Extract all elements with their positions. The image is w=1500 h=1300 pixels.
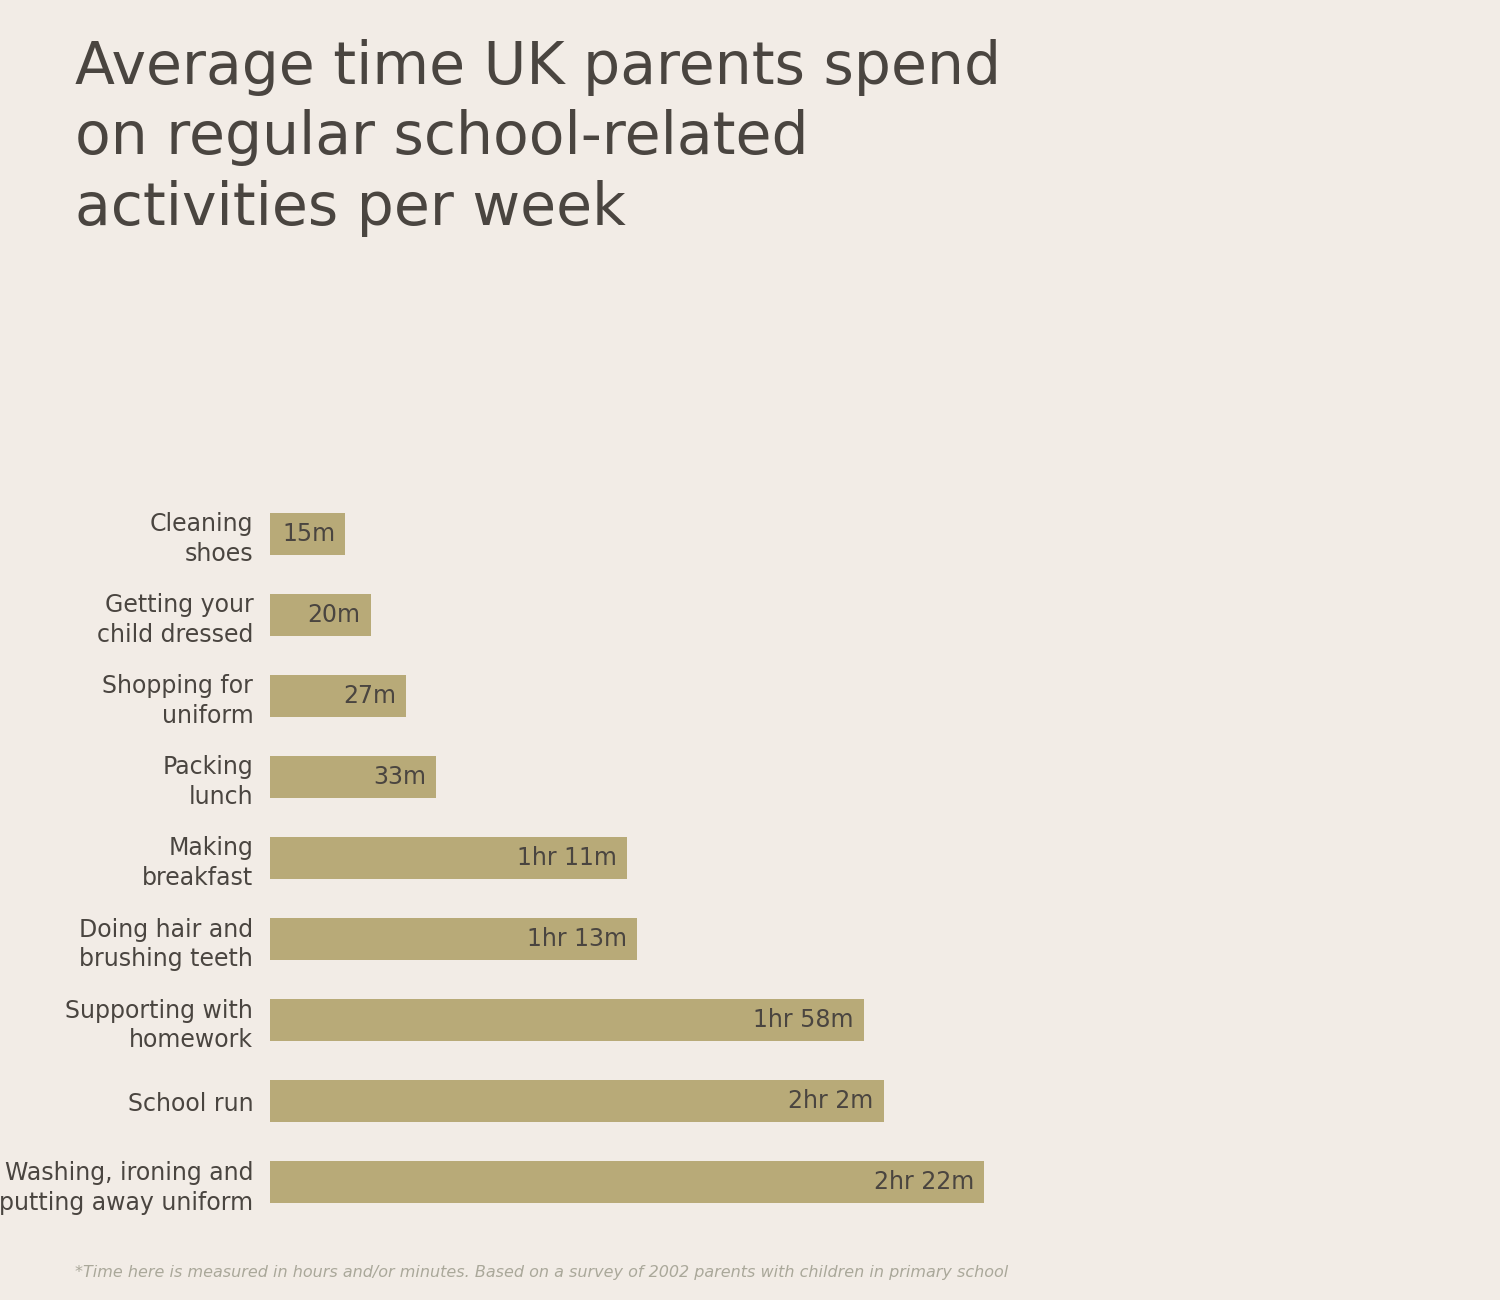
Text: 2hr 22m: 2hr 22m <box>874 1170 974 1195</box>
Text: 33m: 33m <box>374 764 426 789</box>
Bar <box>270 1161 984 1204</box>
Text: *Time here is measured in hours and/or minutes. Based on a survey of 2002 parent: *Time here is measured in hours and/or m… <box>75 1265 1008 1280</box>
Bar <box>270 755 436 798</box>
Text: 1hr 13m: 1hr 13m <box>526 927 627 952</box>
Bar <box>270 918 638 961</box>
Bar <box>270 1080 884 1122</box>
Bar <box>270 837 627 879</box>
Text: 27m: 27m <box>344 684 396 707</box>
Text: 1hr 11m: 1hr 11m <box>518 846 616 870</box>
Text: 1hr 58m: 1hr 58m <box>753 1009 853 1032</box>
Text: 20m: 20m <box>308 603 360 627</box>
Bar <box>270 512 345 555</box>
Bar <box>270 675 406 716</box>
Bar <box>270 1000 864 1041</box>
Text: 2hr 2m: 2hr 2m <box>789 1089 873 1113</box>
Bar <box>270 594 370 636</box>
Text: Average time UK parents spend
on regular school-related
activities per week: Average time UK parents spend on regular… <box>75 39 1000 237</box>
Text: 15m: 15m <box>282 521 336 546</box>
